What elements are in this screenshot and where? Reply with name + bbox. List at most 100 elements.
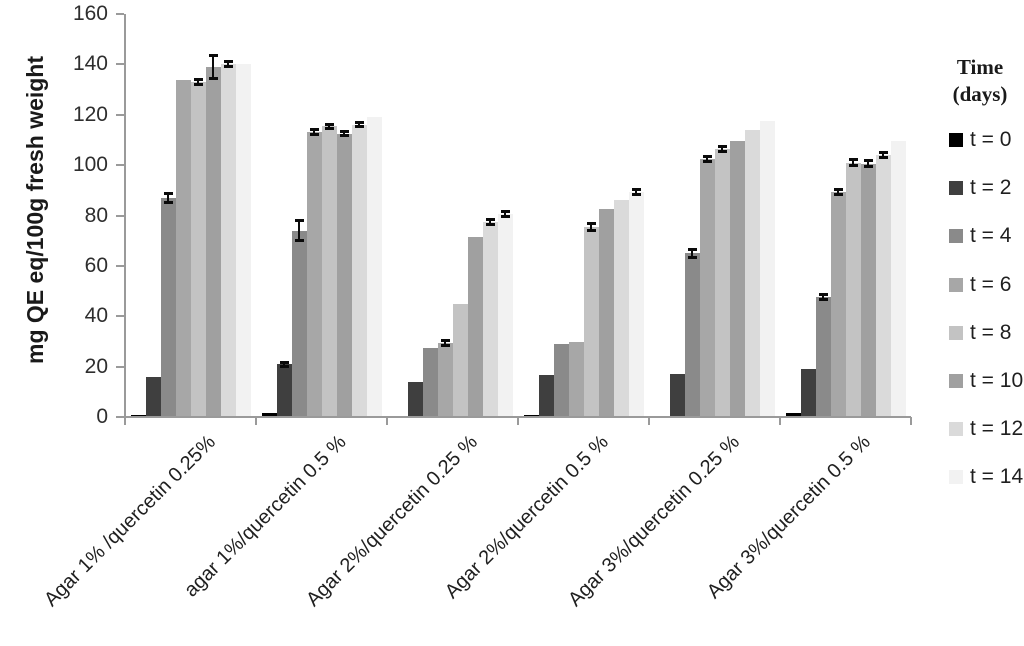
y-axis-tick-label: 160 [72,2,108,25]
bar [684,253,700,417]
bar [366,117,382,417]
y-axis-tick [116,63,124,66]
legend-swatch [949,229,963,244]
error-bar-cap [717,149,727,153]
bar [160,197,176,417]
error-bar-cap [833,187,843,191]
error-bar [212,55,214,79]
error-bar [691,249,693,258]
error-bar [227,61,229,67]
bar [175,79,191,417]
y-axis-tick-label: 60 [84,253,108,277]
bar [452,303,468,417]
bar [205,66,221,417]
bar [628,191,644,417]
bar [351,124,367,417]
bar [759,121,775,417]
legend-item-label: t = 6 [970,272,1012,296]
x-axis-tick [517,417,519,425]
legend-item: t = 0 [949,128,1012,151]
error-bar [489,219,491,225]
error-bar-cap [193,78,203,81]
error-bar [358,122,360,127]
error-bar [197,79,199,85]
bar [130,414,146,417]
y-axis-tick [116,264,124,267]
bar [145,376,161,417]
error-bar-cap [354,125,364,129]
bar [800,369,816,417]
error-bar-cap [279,364,289,368]
bar [568,341,584,417]
error-bar-cap [324,122,334,126]
error-bar-cap [863,159,873,163]
bar [321,126,337,417]
bar [553,344,569,417]
legend-item-label: t = 2 [970,176,1012,200]
bar [875,155,891,417]
error-bar-cap [878,151,888,154]
legend-swatch [949,422,963,437]
bar [482,221,498,417]
legend-item-label: t = 0 [970,128,1012,151]
error-bar [504,211,506,217]
bar [669,374,685,417]
error-bar [444,340,446,346]
error-bar-cap [208,54,218,58]
legend-swatch [949,374,963,388]
error-bar-cap [309,133,319,137]
bar [598,209,614,417]
error-bar-cap [309,128,319,132]
error-bar [590,223,592,231]
x-axis-tick [779,417,781,425]
bar [845,162,861,417]
legend-item-label: t = 12 [970,417,1024,441]
error-bar [635,189,637,195]
x-axis-tick [255,417,257,425]
bar [860,163,876,417]
error-bar [328,124,330,129]
legend-title-line1: Time [956,55,1004,79]
y-axis-tick-label: 140 [72,52,108,76]
legend-swatch [949,181,963,196]
error-bar-cap [687,255,697,259]
error-bar-cap [687,248,697,251]
bar [261,412,277,417]
legend-item: t = 6 [949,272,1012,296]
legend-item-label: t = 10 [970,369,1024,392]
error-bar-cap [500,210,510,214]
error-bar [343,131,345,136]
bar [437,342,453,417]
error-bar-cap [294,239,304,243]
legend-item: t = 4 [949,224,1011,247]
x-axis-tick [124,417,126,425]
y-axis-tick-label: 80 [84,203,108,227]
legend-item: t = 12 [949,417,1024,441]
error-bar-cap [833,192,843,196]
error-bar-cap [631,192,641,196]
y-axis-tick [116,416,124,418]
legend-item: t = 10 [949,369,1024,392]
bar [220,64,236,417]
error-bar-cap [354,121,364,125]
legend-item-label: t = 8 [970,320,1012,344]
legend-title-line2: (days) [952,82,1008,106]
error-bar-cap [586,229,596,233]
bar [890,141,906,417]
bar [407,381,423,417]
bar [190,82,206,417]
error-bar-cap [294,219,304,222]
y-axis-tick-label: 120 [72,102,108,126]
error-bar-cap [339,134,349,138]
error-bar [822,294,824,300]
x-axis-tick [648,417,650,425]
error-bar-cap [717,144,727,148]
error-bar [706,156,708,162]
legend-item: t = 2 [949,176,1012,200]
y-axis-tick-label: 0 [96,405,108,428]
error-bar-cap [440,338,450,342]
error-bar [298,220,300,241]
bar [830,191,846,417]
y-axis-tick-label: 20 [84,354,108,378]
